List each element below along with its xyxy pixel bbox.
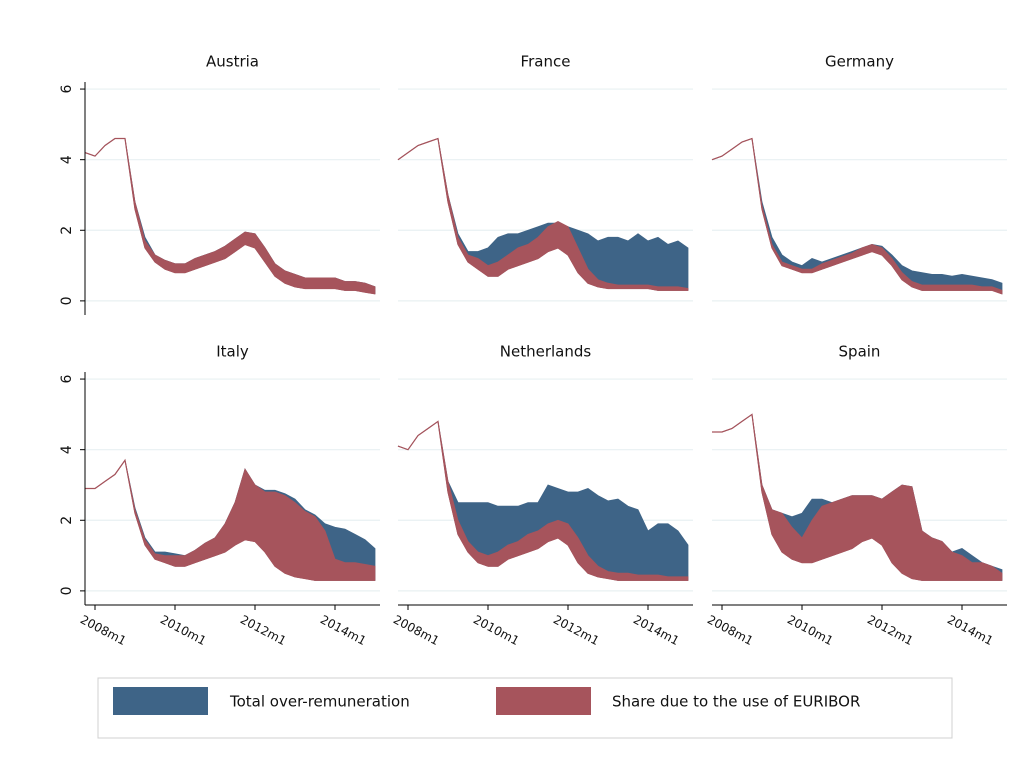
x-tick-label: 2008m1 bbox=[705, 612, 756, 648]
panel-title: France bbox=[521, 53, 571, 71]
y-tick-label: 0 bbox=[59, 296, 75, 305]
y-tick-label: 2 bbox=[59, 516, 75, 525]
legend-swatch bbox=[113, 687, 208, 715]
base-line bbox=[85, 458, 375, 581]
x-tick-label: 2010m1 bbox=[158, 612, 209, 648]
panel-title: Italy bbox=[216, 343, 249, 361]
panel-title: Netherlands bbox=[500, 343, 592, 361]
x-tick-label: 2014m1 bbox=[945, 612, 996, 648]
y-tick-label: 6 bbox=[59, 375, 75, 384]
x-tick-label: 2012m1 bbox=[865, 612, 916, 648]
x-tick-label: 2014m1 bbox=[318, 612, 369, 648]
y-tick-label: 2 bbox=[59, 226, 75, 235]
x-tick-label: 2010m1 bbox=[785, 612, 836, 648]
y-tick-label: 4 bbox=[59, 155, 75, 164]
x-tick-label: 2012m1 bbox=[238, 612, 289, 648]
x-tick-label: 2012m1 bbox=[551, 612, 602, 648]
base-line bbox=[397, 137, 688, 291]
legend-label: Total over-remuneration bbox=[229, 693, 410, 711]
legend-label: Share due to the use of EURIBOR bbox=[612, 693, 860, 711]
panel-title: Germany bbox=[825, 53, 894, 71]
y-tick-label: 6 bbox=[59, 85, 75, 94]
y-tick-label: 4 bbox=[59, 445, 75, 454]
base-line bbox=[84, 137, 376, 295]
base-line bbox=[397, 420, 688, 581]
x-tick-label: 2008m1 bbox=[391, 612, 442, 648]
panel-title: Austria bbox=[206, 53, 259, 71]
base-line bbox=[711, 137, 1003, 295]
x-tick-label: 2010m1 bbox=[471, 612, 522, 648]
y-tick-label: 0 bbox=[59, 586, 75, 595]
base-line bbox=[712, 413, 1002, 581]
panel-title: Spain bbox=[839, 343, 881, 361]
x-tick-label: 2008m1 bbox=[78, 612, 129, 648]
legend-swatch bbox=[496, 687, 591, 715]
x-tick-label: 2014m1 bbox=[631, 612, 682, 648]
